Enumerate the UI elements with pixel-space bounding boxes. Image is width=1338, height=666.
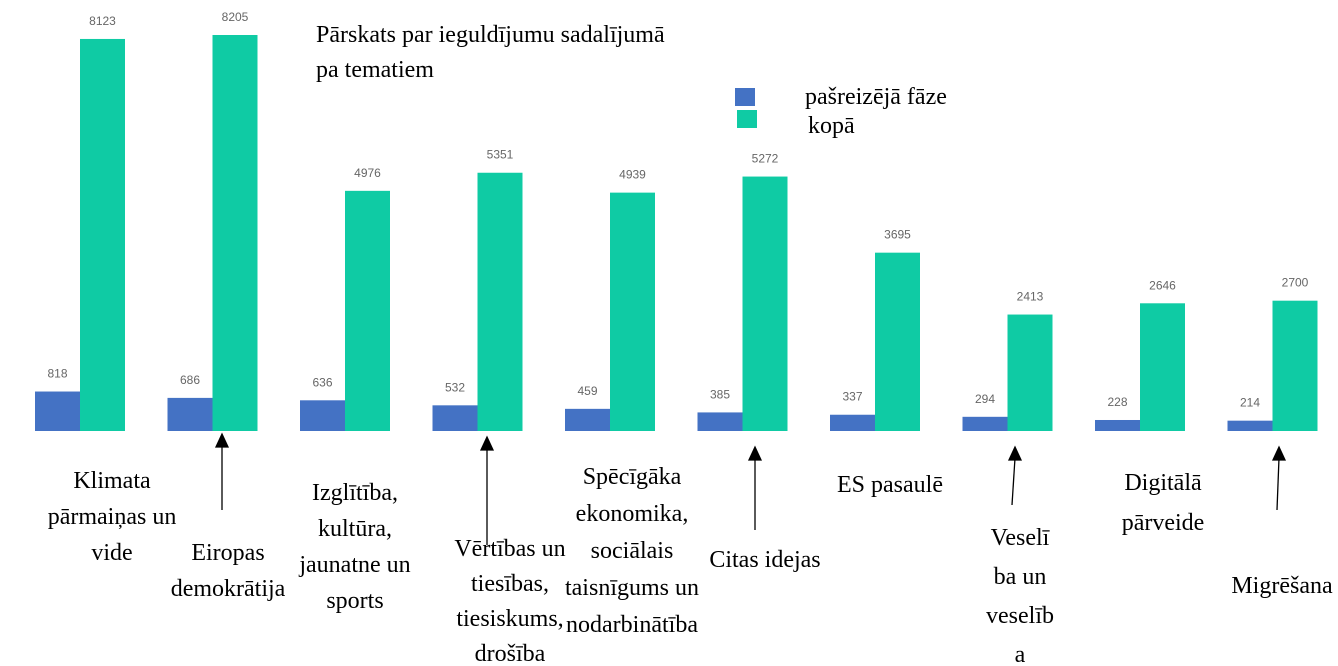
arrow-head [479,435,495,451]
x-tick-label: a [1015,642,1026,666]
x-tick-label: Spēcīgāka [583,464,682,490]
x-tick-label: Veselī [991,525,1051,551]
bar [212,35,258,431]
x-tick-label: taisnīgums un [565,575,699,601]
bar [1007,314,1053,431]
bar [477,172,523,431]
bar [962,416,1008,431]
value-label: 4976 [354,166,381,180]
chart-title: Pārskats par ieguldījumu sadalījumā [316,22,665,48]
legend-swatch [737,110,757,128]
arrows [214,432,1287,545]
arrow-head [1007,445,1023,461]
bar [345,190,390,431]
value-label: 4939 [619,168,646,182]
value-label: 2413 [1017,290,1044,304]
x-tick-label: pārveide [1122,510,1205,536]
x-tick-label: ES pasaulē [837,472,943,498]
value-label: 818 [47,367,67,381]
value-label: 2700 [1282,276,1309,290]
bar [1140,303,1185,431]
arrow-head [1271,445,1287,461]
bar [167,397,213,431]
bar [875,252,920,431]
legend-swatch [735,88,755,106]
arrow-head [747,445,763,461]
legend-label: kopā [808,113,855,139]
x-tick-label: ba un [994,564,1047,590]
x-tick-label: drošība [475,641,546,666]
value-label: 3695 [884,228,911,242]
value-label: 532 [445,380,465,394]
value-label: 8123 [89,14,116,28]
value-label: 2646 [1149,278,1176,292]
value-label: 294 [975,392,995,406]
arrow [1011,457,1016,506]
bar [432,405,478,431]
value-label: 686 [180,373,200,387]
x-tick-label: tiesības, [471,571,549,597]
bar [565,408,610,431]
x-tick-label: sociālais [591,538,674,564]
value-label: 337 [842,390,862,404]
value-label: 459 [577,384,597,398]
x-tick-label: Migrēšana [1231,573,1333,599]
x-tick-label: Eiropas [191,540,264,566]
bar [300,400,345,431]
bar [80,38,125,432]
bar [830,414,875,431]
bar [742,176,788,431]
x-tick-label: jaunatne un [298,552,410,578]
value-label: 385 [710,387,730,401]
x-tick-label: Vērtības un [454,536,565,562]
x-tick-label: vide [91,540,132,566]
bar [1272,300,1318,431]
x-tick-label: Citas idejas [709,547,820,573]
chart-title: pa tematiem [316,57,434,83]
x-tick-label: veselīb [986,603,1054,629]
bar [1095,419,1140,431]
x-tick-label: demokrātija [171,576,286,602]
bar [35,391,80,431]
x-tick-label: sports [326,588,383,614]
value-label: 5272 [752,152,779,166]
x-tick-label: Digitālā [1124,470,1202,496]
x-tick-label: tiesiskums, [456,606,563,632]
x-tick-label: nodarbinātība [566,612,698,638]
x-tick-label: pārmaiņas un [48,504,177,530]
value-label: 636 [312,375,332,389]
value-label: 214 [1240,396,1260,410]
arrow-head [214,432,230,448]
bar [610,192,655,431]
x-tick-label: ekonomika, [576,501,689,527]
bar [697,412,743,431]
bar [1227,420,1273,431]
x-tick-label: Izglītība, [312,480,398,506]
value-label: 8205 [222,10,249,24]
x-tick-label: kultūra, [318,516,392,542]
arrow [1276,457,1280,511]
legend-label: pašreizējā fāze [805,84,947,110]
value-label: 5351 [487,148,514,162]
x-tick-label: Klimata [73,468,151,494]
value-label: 228 [1107,395,1127,409]
